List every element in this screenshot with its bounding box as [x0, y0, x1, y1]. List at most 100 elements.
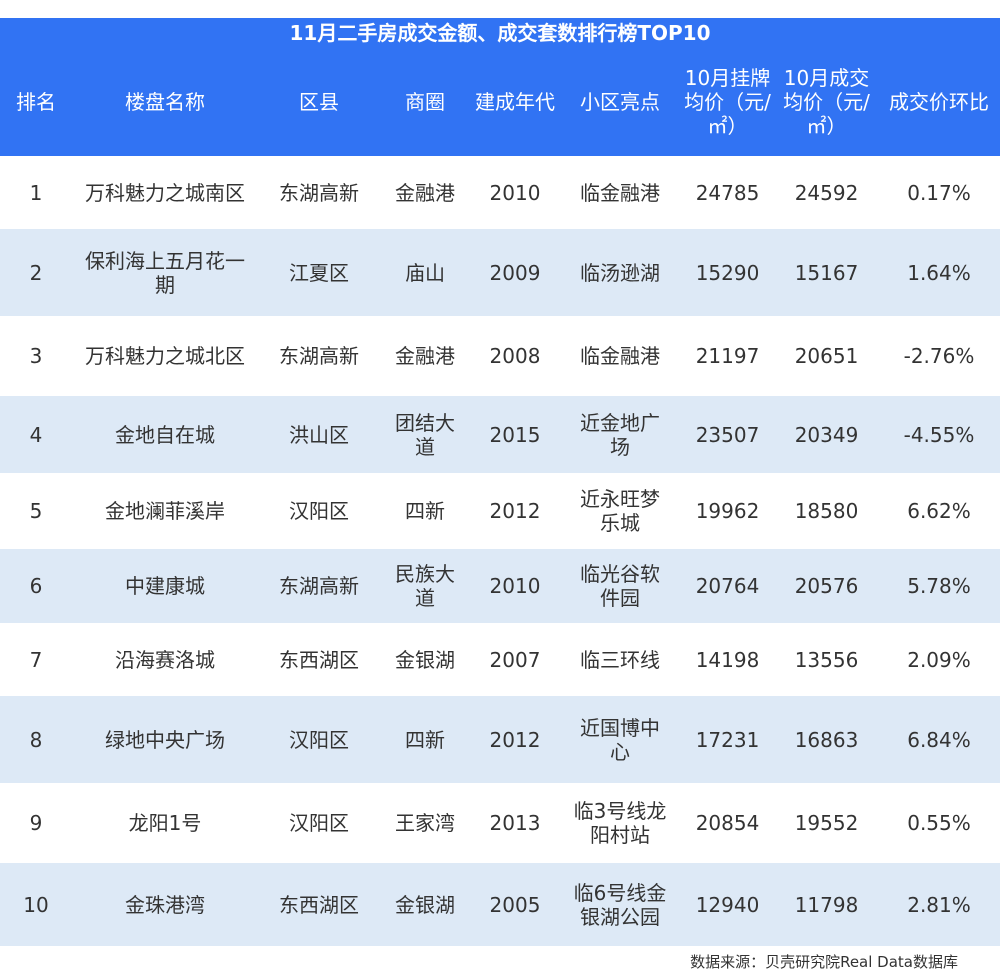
cell-rank: 6 — [0, 549, 72, 623]
cell-district: 汉阳区 — [289, 811, 349, 835]
cell-highlight: 临金融港 — [580, 344, 660, 368]
cell-area: 庙山 — [380, 229, 470, 316]
table-row: 1 万科魅力之城南区 东湖高新 金融港 2010 临金融港 24785 24592 0.17% — [0, 156, 1000, 229]
cell-year: 2010 — [489, 180, 541, 205]
cell-deal-price: 20651 — [794, 344, 859, 368]
cell-name: 保利海上五月花一期 — [72, 229, 258, 316]
cell-change: 2.81% — [878, 863, 1000, 946]
cell-listing-price: 14198 — [695, 647, 760, 672]
cell-change: 1.64% — [878, 229, 1000, 316]
table-row: 10 金珠港湾 东西湖区 金银湖 2005 临6号线金银湖公园 12940 11798 2.81… — [0, 863, 1000, 946]
cell-area: 四新 — [405, 499, 445, 523]
cell-area: 团结大道 — [380, 396, 470, 473]
cell-name: 金地澜菲溪岸 — [105, 499, 225, 523]
cell-deal-price: 15167 — [775, 229, 878, 316]
cell-highlight: 临光谷软件园 — [560, 549, 680, 623]
cell-deal-price: 20576 — [775, 549, 878, 623]
cell-rank: 5 — [29, 499, 43, 523]
cell-deal-price: 24592 — [794, 180, 859, 205]
cell-district: 东西湖区 — [279, 647, 359, 672]
cell-rank: 4 — [0, 396, 72, 473]
cell-area: 金银湖 — [395, 647, 455, 672]
cell-change: 2.09% — [907, 647, 971, 672]
cell-district: 东西湖区 — [258, 863, 380, 946]
column-header-rank: 排名 — [0, 48, 72, 156]
cell-year: 2015 — [470, 396, 560, 473]
cell-year: 2008 — [489, 344, 541, 368]
cell-listing-price: 23507 — [680, 396, 775, 473]
cell-district: 江夏区 — [258, 229, 380, 316]
column-header-deal-price: 10月成交均价（元/㎡） — [775, 48, 878, 156]
cell-year: 2005 — [470, 863, 560, 946]
table-title: 11月二手房成交金额、成交套数排行榜TOP10 — [0, 18, 1000, 48]
column-header-change: 成交价环比 — [878, 48, 1000, 156]
cell-name: 金珠港湾 — [72, 863, 258, 946]
cell-district: 汉阳区 — [258, 696, 380, 783]
cell-deal-price: 13556 — [794, 647, 859, 672]
table-row: 3 万科魅力之城北区 东湖高新 金融港 2008 临金融港 21197 20651 -2.76% — [0, 316, 1000, 396]
cell-district: 汉阳区 — [289, 499, 349, 523]
cell-rank: 10 — [0, 863, 72, 946]
cell-listing-price: 19962 — [695, 499, 760, 523]
cell-rank: 2 — [0, 229, 72, 316]
cell-highlight: 临金融港 — [580, 180, 660, 205]
column-header-district: 区县 — [258, 48, 380, 156]
ranking-table-container: 11月二手房成交金额、成交套数排行榜TOP10 排名 楼盘名称 区县 商圈 建成年代 小区… — [0, 18, 1000, 946]
table-row: 7 沿海赛洛城 东西湖区 金银湖 2007 临三环线 14198 13556 2.09% — [0, 623, 1000, 696]
table-row: 8 绿地中央广场 汉阳区 四新 2012 近国博中心 17231 16863 6.84% — [0, 696, 1000, 783]
table-row: 9 龙阳1号 汉阳区 王家湾 2013 临3号线龙阳村站 20854 19552 0.55% — [0, 783, 1000, 863]
cell-name: 万科魅力之城南区 — [85, 180, 245, 205]
column-header-area: 商圈 — [380, 48, 470, 156]
cell-name: 中建康城 — [72, 549, 258, 623]
cell-year: 2009 — [470, 229, 560, 316]
table-row: 2 保利海上五月花一期 江夏区 庙山 2009 临汤逊湖 15290 15167 1.64% — [0, 229, 1000, 316]
cell-deal-price: 16863 — [775, 696, 878, 783]
cell-highlight: 临6号线金银湖公园 — [560, 863, 680, 946]
cell-listing-price: 17231 — [680, 696, 775, 783]
cell-change: 6.62% — [907, 499, 971, 523]
cell-deal-price: 11798 — [775, 863, 878, 946]
cell-highlight: 近金地广场 — [560, 396, 680, 473]
cell-highlight: 临三环线 — [580, 647, 660, 672]
cell-area: 金银湖 — [380, 863, 470, 946]
cell-area: 四新 — [380, 696, 470, 783]
cell-year: 2012 — [489, 499, 541, 523]
cell-year: 2010 — [470, 549, 560, 623]
cell-rank: 1 — [29, 180, 43, 205]
data-source: 数据来源：贝壳研究院Real Data数据库 — [690, 953, 958, 971]
cell-year: 2013 — [489, 811, 541, 835]
cell-change: -2.76% — [903, 344, 975, 368]
header-row: 排名 楼盘名称 区县 商圈 建成年代 小区亮点 10月挂牌均价（元/㎡） 10月成交均价（元/… — [0, 48, 1000, 156]
column-header-listing-price: 10月挂牌均价（元/㎡） — [680, 48, 775, 156]
cell-name: 龙阳1号 — [128, 811, 202, 835]
column-header-highlight: 小区亮点 — [560, 48, 680, 156]
cell-area: 金融港 — [395, 344, 455, 368]
cell-highlight: 临汤逊湖 — [560, 229, 680, 316]
cell-deal-price: 19552 — [794, 811, 859, 835]
cell-name: 金地自在城 — [72, 396, 258, 473]
cell-name: 沿海赛洛城 — [115, 647, 215, 672]
cell-change: 5.78% — [878, 549, 1000, 623]
cell-rank: 8 — [0, 696, 72, 783]
column-header-year: 建成年代 — [470, 48, 560, 156]
cell-year: 2007 — [489, 647, 541, 672]
cell-listing-price: 15290 — [680, 229, 775, 316]
cell-highlight: 近永旺梦乐城 — [580, 487, 660, 535]
cell-district: 东湖高新 — [279, 344, 359, 368]
cell-rank: 7 — [29, 647, 43, 672]
cell-name: 万科魅力之城北区 — [85, 344, 245, 368]
cell-rank: 9 — [29, 811, 43, 835]
cell-listing-price: 20854 — [695, 811, 760, 835]
cell-listing-price: 12940 — [680, 863, 775, 946]
cell-name: 绿地中央广场 — [72, 696, 258, 783]
cell-deal-price: 20349 — [775, 396, 878, 473]
cell-change: 6.84% — [878, 696, 1000, 783]
cell-change: 0.17% — [907, 180, 971, 205]
cell-rank: 3 — [29, 344, 43, 368]
column-header-name: 楼盘名称 — [72, 48, 258, 156]
cell-listing-price: 20764 — [680, 549, 775, 623]
cell-change: 0.55% — [907, 811, 971, 835]
cell-district: 洪山区 — [258, 396, 380, 473]
cell-change: -4.55% — [878, 396, 1000, 473]
cell-area: 民族大道 — [380, 549, 470, 623]
